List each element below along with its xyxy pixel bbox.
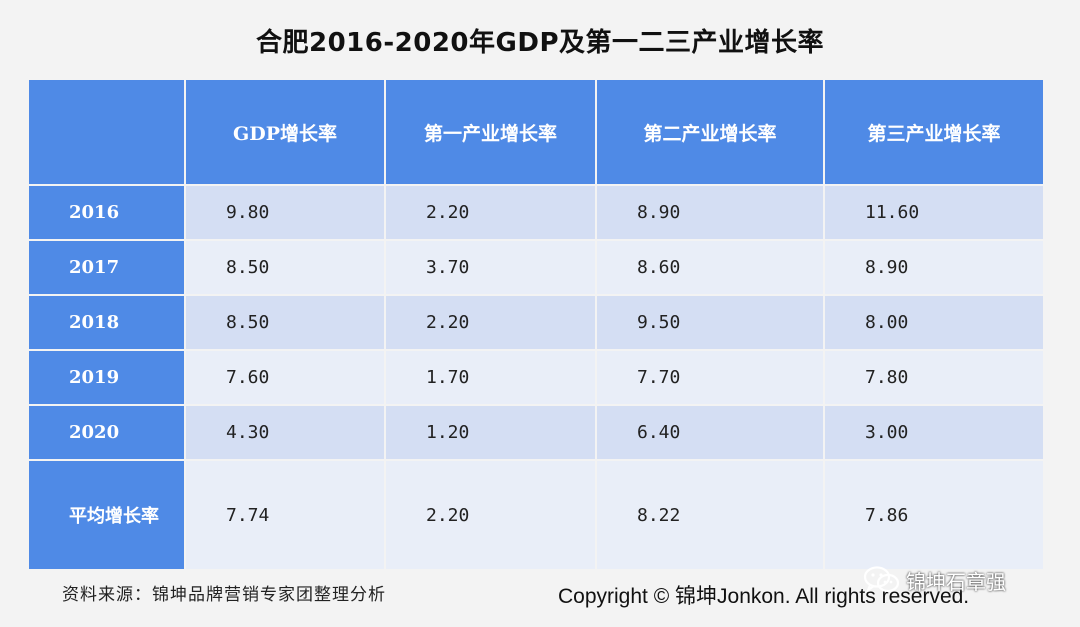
row-label: 2020 [29, 406, 184, 459]
cell-gdp: 7.74 [186, 461, 384, 569]
table-row: 2017 8.50 3.70 8.60 8.90 [29, 241, 1043, 294]
header-tertiary-growth: 第三产业增长率 [825, 80, 1043, 184]
cell-gdp: 8.50 [186, 241, 384, 294]
table-row-average: 平均增长率 7.74 2.20 8.22 7.86 [29, 461, 1043, 569]
watermark-text: 锦坤石章强 [906, 569, 1006, 594]
cell-primary: 2.20 [386, 461, 595, 569]
cell-gdp: 7.60 [186, 351, 384, 404]
source-note: 资料来源：锦坤品牌营销专家团整理分析 [62, 585, 386, 605]
cell-primary: 1.70 [386, 351, 595, 404]
table-header-row: GDP增长率 第一产业增长率 第二产业增长率 第三产业增长率 [29, 80, 1043, 184]
page-title: 合肥2016-2020年GDP及第一二三产业增长率 [256, 28, 824, 58]
cell-primary: 2.20 [386, 296, 595, 349]
cell-secondary: 6.40 [597, 406, 823, 459]
row-label: 2016 [29, 186, 184, 239]
cell-secondary: 9.50 [597, 296, 823, 349]
row-label-average: 平均增长率 [29, 461, 184, 569]
growth-table: GDP增长率 第一产业增长率 第二产业增长率 第三产业增长率 2016 9.80… [27, 78, 1045, 571]
table-row: 2018 8.50 2.20 9.50 8.00 [29, 296, 1043, 349]
copyright-notice: Copyright © 锦坤Jonkon. All rights reserve… [558, 585, 970, 608]
cell-gdp: 9.80 [186, 186, 384, 239]
table-row: 2016 9.80 2.20 8.90 11.60 [29, 186, 1043, 239]
header-gdp-growth: GDP增长率 [186, 80, 384, 184]
header-secondary-growth: 第二产业增长率 [597, 80, 823, 184]
cell-secondary: 8.90 [597, 186, 823, 239]
row-label: 2017 [29, 241, 184, 294]
cell-gdp: 8.50 [186, 296, 384, 349]
cell-gdp: 4.30 [186, 406, 384, 459]
row-label: 2018 [29, 296, 184, 349]
table-row: 2020 4.30 1.20 6.40 3.00 [29, 406, 1043, 459]
cell-tertiary: 3.00 [825, 406, 1043, 459]
cell-tertiary: 7.86 [825, 461, 1043, 569]
cell-primary: 1.20 [386, 406, 595, 459]
cell-tertiary: 8.00 [825, 296, 1043, 349]
table-row: 2019 7.60 1.70 7.70 7.80 [29, 351, 1043, 404]
wechat-icon [862, 565, 900, 595]
header-blank-cell [29, 80, 184, 184]
cell-tertiary: 8.90 [825, 241, 1043, 294]
cell-secondary: 7.70 [597, 351, 823, 404]
header-primary-growth: 第一产业增长率 [386, 80, 595, 184]
watermark: 锦坤石章强 [862, 565, 1006, 595]
cell-secondary: 8.22 [597, 461, 823, 569]
row-label: 2019 [29, 351, 184, 404]
cell-secondary: 8.60 [597, 241, 823, 294]
cell-tertiary: 7.80 [825, 351, 1043, 404]
cell-primary: 3.70 [386, 241, 595, 294]
cell-tertiary: 11.60 [825, 186, 1043, 239]
cell-primary: 2.20 [386, 186, 595, 239]
